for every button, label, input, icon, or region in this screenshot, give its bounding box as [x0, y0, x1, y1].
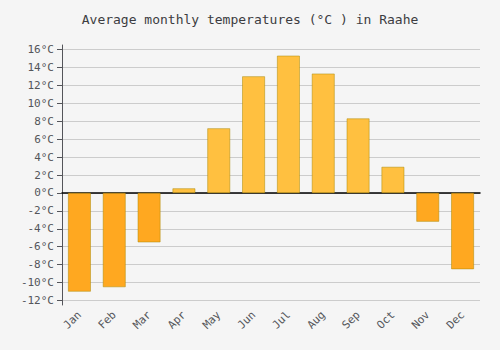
- svg-text:Nov: Nov: [409, 308, 432, 331]
- svg-text:Oct: Oct: [374, 308, 397, 331]
- svg-text:0°C: 0°C: [34, 186, 54, 199]
- svg-text:12°C: 12°C: [28, 79, 55, 92]
- svg-text:May: May: [200, 308, 223, 331]
- svg-text:4°C: 4°C: [34, 151, 54, 164]
- svg-text:16°C: 16°C: [28, 43, 55, 56]
- svg-text:8°C: 8°C: [34, 115, 54, 128]
- svg-text:10°C: 10°C: [28, 97, 55, 110]
- svg-text:-8°C: -8°C: [28, 258, 55, 271]
- svg-text:Jul: Jul: [270, 308, 293, 331]
- svg-text:Aug: Aug: [305, 308, 328, 331]
- svg-text:6°C: 6°C: [34, 133, 54, 146]
- svg-text:Mar: Mar: [130, 308, 153, 331]
- svg-text:-6°C: -6°C: [28, 240, 55, 253]
- svg-text:Sep: Sep: [339, 308, 362, 331]
- svg-text:2°C: 2°C: [34, 169, 54, 182]
- svg-text:Jun: Jun: [235, 308, 258, 331]
- svg-text:Apr: Apr: [165, 308, 188, 331]
- svg-text:Average monthly temperatures (: Average monthly temperatures (°C ) in Ra…: [82, 12, 419, 27]
- svg-text:Feb: Feb: [96, 308, 119, 331]
- svg-text:Jan: Jan: [61, 308, 84, 331]
- svg-text:-10°C: -10°C: [21, 276, 54, 289]
- svg-text:-4°C: -4°C: [28, 222, 55, 235]
- svg-text:Dec: Dec: [444, 308, 467, 331]
- svg-text:-12°C: -12°C: [21, 294, 54, 307]
- svg-text:-2°C: -2°C: [28, 204, 55, 217]
- svg-text:14°C: 14°C: [28, 61, 55, 74]
